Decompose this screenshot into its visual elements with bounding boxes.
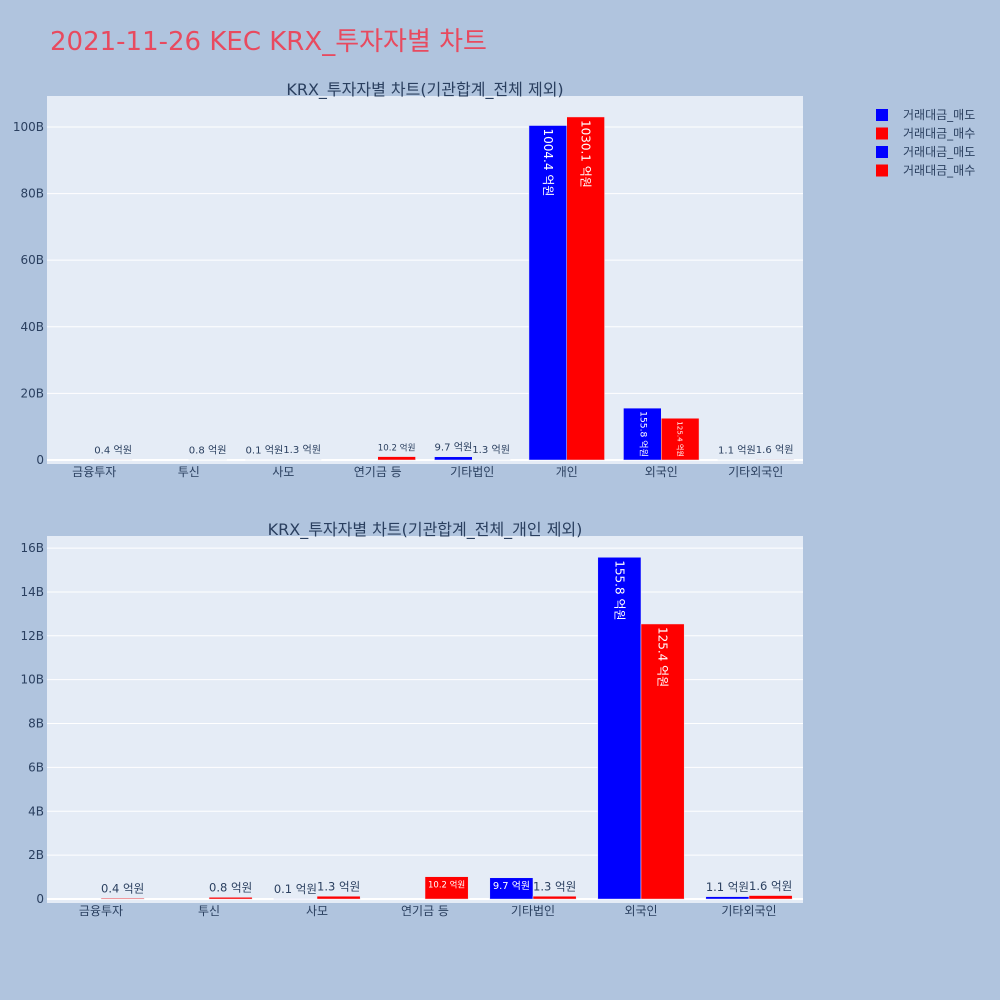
- buy-value-label: 0.4 억원: [101, 881, 144, 895]
- y-tick-label: 14B: [20, 585, 44, 599]
- legend-label: 거래대금_매수: [903, 127, 975, 141]
- x-tick-label: 연기금 등: [401, 904, 449, 918]
- x-axis: 금융투자 투신 사모 연기금 등 기타법인 개인 외국인 기타외국인: [72, 465, 783, 479]
- legend-swatch: [876, 146, 888, 158]
- page-title: 2021-11-26 KEC KRX_투자자별 차트: [50, 27, 487, 57]
- x-tick-label: 사모: [272, 465, 294, 479]
- y-tick-label: 2B: [28, 848, 44, 862]
- sell-series: 0.1 억원 9.7 억원 1004.4 억원 155.8 억원 1.1 억원: [245, 125, 757, 461]
- chart-title: KRX_투자자별 차트(기관합계_전체 제외): [286, 80, 563, 100]
- sell-bar[interactable]: [623, 407, 662, 461]
- buy-value-label: 0.8 억원: [209, 881, 252, 895]
- legend-label: 거래대금_매도: [903, 145, 975, 159]
- y-tick-label: 40B: [20, 320, 44, 334]
- y-tick-label: 12B: [20, 629, 44, 643]
- x-tick-label: 기타외국인: [721, 904, 776, 918]
- plot-area: [47, 96, 803, 464]
- legend-item-buy[interactable]: 거래대금_매수: [876, 164, 975, 178]
- buy-series: 0.4 억원 0.8 억원 1.3 억원 10.2 억원 1.3 억원 125.4 억원 1…: [100, 623, 793, 900]
- legend-label: 거래대금_매도: [903, 108, 975, 122]
- buy-value-label: 0.4 억원: [94, 444, 132, 456]
- sell-value-label: 0.1 억원: [245, 445, 283, 457]
- buy-bar[interactable]: [424, 876, 469, 900]
- sell-series: 0.1 억원 9.7 억원 155.8 억원 1.1 억원: [273, 557, 750, 900]
- x-tick-label: 개인: [556, 465, 578, 479]
- chart-title: KRX_투자자별 차트(기관합계_전체_개인 제외): [268, 520, 583, 540]
- y-tick-label: 80B: [20, 187, 44, 201]
- y-tick-label: 0: [36, 892, 44, 906]
- sell-value-label: 0.1 억원: [274, 882, 317, 896]
- y-tick-label: 60B: [20, 253, 44, 267]
- y-tick-label: 20B: [20, 386, 44, 400]
- buy-bar[interactable]: [748, 895, 793, 900]
- buy-bar[interactable]: [566, 116, 605, 461]
- chart-bottom: 0 2B 4B 6B 8B 10B 12B 14B 16B KRX_투자자별 차트(기관합계_전체…: [20, 520, 803, 918]
- legend-label: 거래대금_매수: [903, 164, 975, 178]
- buy-value-label: 1.6 억원: [749, 879, 792, 893]
- x-tick-label: 외국인: [624, 904, 657, 918]
- sell-value-label: 9.7 억원: [493, 880, 530, 892]
- sell-bar[interactable]: [489, 877, 534, 900]
- y-tick-label: 8B: [28, 717, 44, 731]
- sell-bar[interactable]: [705, 896, 750, 900]
- sell-value-label: 1.1 억원: [706, 880, 749, 894]
- buy-value-label: 1.3 억원: [283, 444, 321, 456]
- sell-value-label: 155.8 억원: [612, 560, 626, 620]
- buy-value-label: 0.8 억원: [189, 444, 227, 456]
- y-tick-label: 10B: [20, 673, 44, 687]
- x-tick-label: 기타법인: [511, 904, 555, 918]
- buy-bar[interactable]: [377, 456, 416, 461]
- plot-area: [47, 536, 803, 903]
- buy-bar[interactable]: [755, 459, 794, 461]
- sell-bar[interactable]: [528, 125, 568, 461]
- x-tick-label: 금융투자: [79, 904, 123, 918]
- buy-value-label: 1.3 억원: [317, 879, 360, 893]
- sell-value-label: 1004.4 억원: [541, 129, 555, 197]
- buy-value-label: 1.3 억원: [472, 444, 510, 456]
- buy-value-label: 125.4 억원: [656, 627, 670, 687]
- sell-bar[interactable]: [434, 456, 473, 461]
- buy-value-label: 1.6 억원: [756, 444, 794, 456]
- buy-bar[interactable]: [661, 417, 700, 461]
- y-tick-label: 6B: [28, 760, 44, 774]
- buy-bar[interactable]: [316, 895, 361, 900]
- sell-value-label: 9.7 억원: [434, 441, 472, 453]
- y-tick-label: 4B: [28, 804, 44, 818]
- y-tick-label: 0: [36, 453, 44, 467]
- x-tick-label: 금융투자: [72, 465, 116, 479]
- x-tick-label: 외국인: [645, 465, 678, 479]
- sell-bar[interactable]: [597, 557, 642, 900]
- x-tick-label: 연기금 등: [354, 465, 402, 479]
- y-tick-label: 16B: [20, 541, 44, 555]
- legend-swatch: [876, 127, 888, 140]
- buy-bar[interactable]: [208, 897, 253, 900]
- legend-swatch: [876, 109, 888, 121]
- x-axis: 금융투자 투신 사모 연기금 등 기타법인 외국인 기타외국인: [79, 904, 777, 918]
- x-tick-label: 투신: [178, 465, 200, 479]
- y-tick-label: 100B: [13, 120, 44, 134]
- x-tick-label: 투신: [198, 904, 220, 918]
- legend-swatch: [876, 164, 888, 177]
- legend-item-sell[interactable]: 거래대금_매도: [876, 108, 975, 122]
- x-tick-label: 기타법인: [450, 465, 494, 479]
- chart-top: 0 20B 40B 60B 80B 100B KRX_투자자별 차트(기관합계_전체 제외)…: [13, 80, 803, 479]
- buy-value-label: 10.2 억원: [378, 442, 416, 454]
- x-tick-label: 기타외국인: [728, 465, 783, 479]
- buy-bar[interactable]: [640, 623, 685, 900]
- buy-value-label: 1030.1 억원: [579, 120, 593, 188]
- y-axis: 0 20B 40B 60B 80B 100B: [13, 120, 803, 467]
- legend-item-buy[interactable]: 거래대금_매수: [876, 127, 975, 141]
- buy-bar[interactable]: [100, 897, 145, 900]
- sell-value-label: 1.1 억원: [718, 444, 756, 456]
- buy-value-label: 10.2 억원: [428, 880, 465, 890]
- buy-value-label: 1.3 억원: [533, 879, 576, 893]
- legend-item-sell[interactable]: 거래대금_매도: [876, 145, 975, 159]
- buy-series: 0.4 억원 0.8 억원 1.3 억원 10.2 억원 1.3 억원 1030.1 억원…: [94, 116, 794, 461]
- x-tick-label: 사모: [306, 904, 328, 918]
- sell-value-label: 155.8 억원: [637, 411, 649, 457]
- buy-value-label: 125.4 억원: [676, 421, 685, 457]
- buy-bar[interactable]: [532, 895, 577, 900]
